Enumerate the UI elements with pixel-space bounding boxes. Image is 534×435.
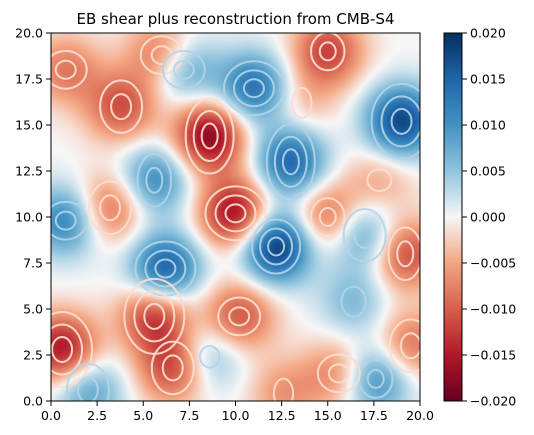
contour-line bbox=[380, 95, 420, 148]
contour-line bbox=[242, 78, 265, 99]
contour-line bbox=[366, 168, 393, 192]
x-tick-label: 7.5 bbox=[179, 408, 199, 423]
y-tick-label: 0.0 bbox=[23, 394, 43, 409]
contour-line bbox=[65, 362, 110, 401]
contour-line bbox=[150, 340, 195, 396]
contour-line bbox=[273, 135, 308, 188]
contour-line bbox=[161, 49, 206, 90]
contour-line bbox=[265, 123, 316, 201]
colorbar-tick-label: 0.000 bbox=[470, 210, 506, 225]
contour-line bbox=[353, 221, 376, 249]
contour-line bbox=[54, 59, 77, 80]
contour-line bbox=[251, 218, 302, 275]
contour-line bbox=[154, 258, 177, 279]
y-tick-label: 17.5 bbox=[15, 72, 43, 87]
contour-line bbox=[161, 354, 184, 382]
contour-line bbox=[51, 310, 94, 388]
contour-line bbox=[309, 33, 346, 72]
contour-line bbox=[228, 306, 251, 327]
x-tick-label: 20.0 bbox=[406, 408, 434, 423]
x-tick-label: 5.0 bbox=[133, 408, 153, 423]
contour-line bbox=[200, 122, 219, 150]
x-tick-label: 10.0 bbox=[222, 408, 250, 423]
x-tick-label: 2.5 bbox=[87, 408, 107, 423]
contour-line bbox=[390, 107, 413, 135]
y-tick-label: 7.5 bbox=[23, 256, 43, 271]
y-tick-label: 20.0 bbox=[15, 26, 43, 41]
contour-line bbox=[136, 152, 173, 208]
x-axis: 0.0 2.5 5.0 7.5 10.0 12.5 15.0 17.5 20.0 bbox=[41, 401, 434, 423]
x-tick-label: 12.5 bbox=[268, 408, 296, 423]
x-tick-label: 17.5 bbox=[360, 408, 388, 423]
contour-line bbox=[99, 194, 122, 222]
contour-line bbox=[51, 323, 84, 376]
y-tick-label: 2.5 bbox=[23, 348, 43, 363]
y-axis: 0.0 2.5 5.0 7.5 10.0 12.5 15.0 17.5 20.0 bbox=[15, 26, 51, 409]
colorbar-tick-label: 0.010 bbox=[470, 118, 506, 133]
contour-line bbox=[318, 41, 337, 62]
contour-line bbox=[76, 376, 99, 401]
x-tick-label: 0.0 bbox=[41, 408, 61, 423]
contour-line bbox=[144, 249, 187, 288]
contour-line bbox=[224, 203, 247, 224]
colorbar-tick-label: 0.005 bbox=[470, 164, 506, 179]
contour-line bbox=[222, 60, 285, 117]
contour-line bbox=[143, 302, 166, 330]
contour-line bbox=[232, 69, 275, 108]
contour-line bbox=[99, 79, 144, 134]
colorbar-tick-label: 0.015 bbox=[470, 72, 506, 87]
contour-line bbox=[51, 335, 74, 363]
contour-line bbox=[281, 148, 300, 176]
colorbar-tick-label: 0.020 bbox=[470, 26, 506, 41]
contour-line bbox=[51, 49, 88, 90]
contour-line bbox=[88, 180, 133, 236]
contour-line bbox=[387, 226, 420, 282]
contour-line bbox=[396, 240, 415, 268]
contour-line bbox=[110, 93, 133, 121]
contour-line bbox=[388, 318, 420, 374]
contour-line bbox=[340, 285, 367, 318]
chart-title: EB shear plus reconstruction from CMB-S4 bbox=[77, 10, 395, 28]
colorbar-ticks: 0.020 0.015 0.010 0.005 0.000 −0.005 −0.010 −0.… bbox=[462, 26, 516, 409]
colorbar-tick-label: −0.010 bbox=[470, 302, 516, 317]
contour-line bbox=[145, 166, 164, 194]
contour-line bbox=[199, 345, 221, 369]
contour-line bbox=[309, 197, 346, 237]
contour-line bbox=[370, 82, 420, 160]
colorbar-gradient bbox=[444, 33, 462, 401]
contour-line bbox=[51, 200, 88, 241]
colorbar: 0.020 0.015 0.010 0.005 0.000 −0.005 −0.010 −0.… bbox=[443, 26, 516, 409]
contour-lines bbox=[51, 33, 420, 401]
y-tick-label: 10.0 bbox=[15, 210, 43, 225]
contour-line bbox=[217, 296, 262, 337]
contour-line bbox=[366, 368, 385, 389]
heatmap-area bbox=[51, 33, 420, 401]
contour-line bbox=[327, 363, 350, 384]
x-tick-label: 15.0 bbox=[314, 408, 342, 423]
contour-line bbox=[214, 194, 257, 233]
contour-line bbox=[172, 59, 195, 80]
y-tick-label: 15.0 bbox=[15, 118, 43, 133]
contour-line bbox=[318, 207, 337, 227]
contour-line bbox=[399, 332, 420, 360]
contour-line bbox=[342, 208, 387, 263]
y-tick-label: 5.0 bbox=[23, 302, 43, 317]
contour-line bbox=[291, 86, 313, 119]
y-tick-label: 12.5 bbox=[15, 164, 43, 179]
contour-line bbox=[259, 227, 294, 266]
contour-line bbox=[54, 210, 77, 231]
colorbar-tick-label: −0.005 bbox=[470, 256, 516, 271]
contour-line bbox=[133, 290, 176, 343]
contour-line bbox=[184, 97, 235, 175]
contour-line bbox=[192, 110, 227, 163]
colorbar-tick-label: −0.015 bbox=[470, 348, 516, 363]
contour-line bbox=[267, 236, 286, 257]
contour-line bbox=[272, 377, 295, 401]
contour-line bbox=[139, 35, 184, 75]
colorbar-tick-label: −0.020 bbox=[470, 394, 516, 409]
contour-line bbox=[204, 185, 267, 242]
contour-line bbox=[316, 353, 361, 394]
